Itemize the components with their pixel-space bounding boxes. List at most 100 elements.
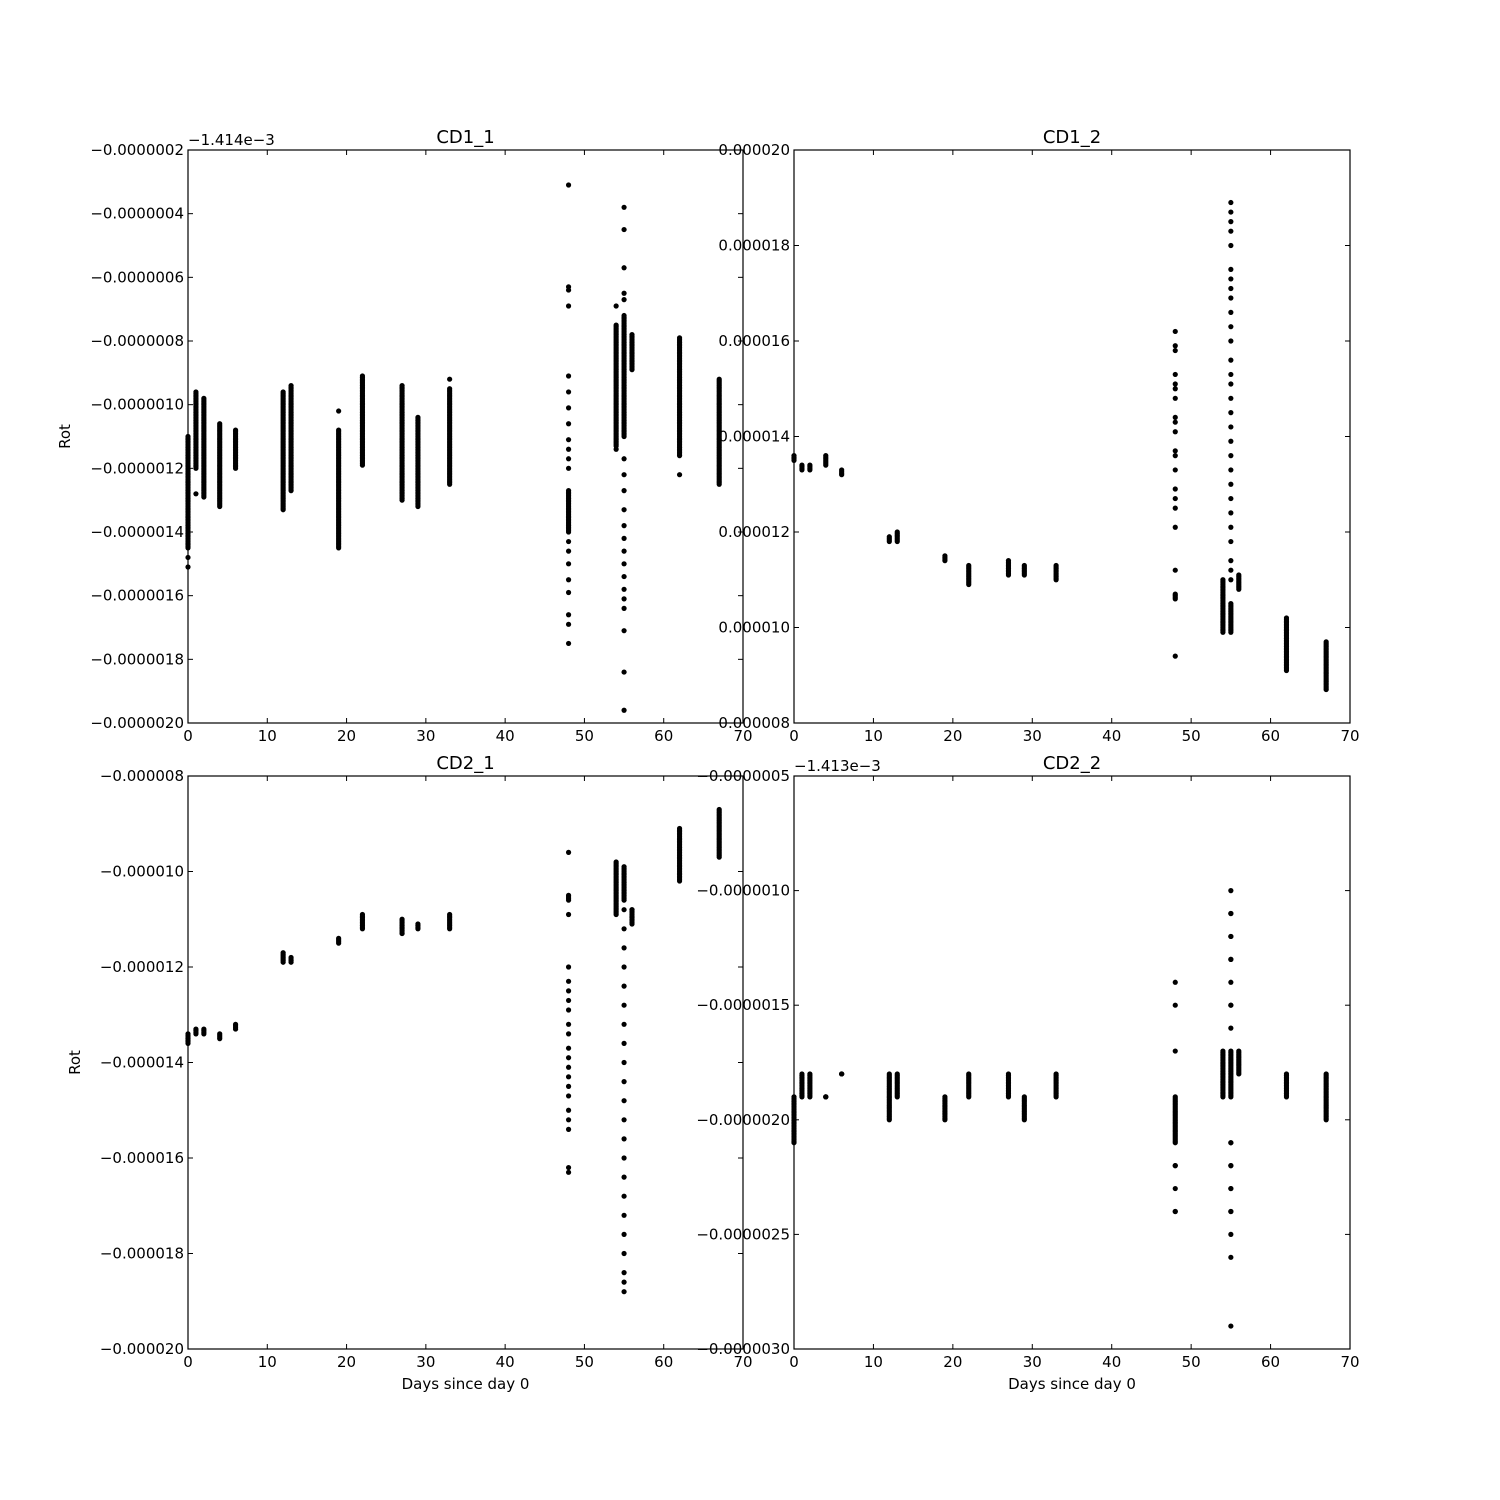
data-point (1172, 495, 1178, 502)
x-axis-label: Days since day 0 (402, 1375, 530, 1393)
data-point (621, 297, 627, 303)
data-point (288, 382, 294, 389)
data-point (1228, 933, 1234, 940)
y-tick-label: 0.000016 (718, 332, 790, 350)
data-point (1228, 1048, 1234, 1054)
data-point (1228, 481, 1234, 487)
x-tick-label: 60 (1261, 1353, 1280, 1371)
data-point (621, 1193, 627, 1199)
y-tick-label: −0.0000010 (90, 396, 184, 414)
data-point (565, 488, 572, 494)
data-point (621, 926, 627, 932)
data-point (359, 373, 366, 379)
x-tick-label: 70 (1340, 727, 1359, 745)
data-point (613, 322, 619, 328)
data-point (185, 1031, 191, 1037)
data-point (565, 1021, 572, 1027)
data-point (565, 1064, 572, 1070)
data-point (193, 491, 199, 497)
y-tick-label: −0.0000002 (90, 141, 184, 159)
data-point (1228, 324, 1234, 330)
y-tick-label: 0.000020 (718, 141, 790, 159)
x-tick-label: 70 (1340, 1353, 1359, 1371)
data-point (185, 554, 191, 561)
data-point (1228, 453, 1234, 459)
data-point (621, 226, 627, 233)
data-point (621, 707, 627, 713)
data-point (565, 538, 572, 545)
data-points (185, 182, 722, 713)
data-point (565, 621, 572, 627)
data-point (791, 1094, 797, 1100)
data-point (1172, 343, 1178, 349)
x-tick-label: 50 (575, 1353, 594, 1371)
data-point (336, 408, 342, 414)
x-tick-label: 20 (337, 727, 356, 745)
data-point (1172, 1208, 1178, 1215)
data-point (565, 405, 572, 411)
y-tick-label: −0.0000006 (90, 268, 184, 286)
y-tick-label: −0.0000030 (696, 1340, 790, 1358)
data-point (565, 1007, 572, 1013)
data-point (1283, 615, 1290, 621)
data-point (894, 529, 900, 535)
data-point (1172, 653, 1178, 659)
x-tick-label: 0 (183, 727, 193, 745)
data-point (823, 453, 829, 459)
data-point (565, 640, 572, 647)
y-tick-label: 0.000010 (718, 619, 790, 637)
data-point (1323, 1071, 1329, 1077)
data-point (966, 1071, 972, 1077)
data-point (201, 1026, 207, 1032)
data-point (565, 577, 572, 583)
data-point (621, 1155, 627, 1161)
data-point (1228, 410, 1234, 416)
data-point (565, 988, 572, 994)
data-point (1172, 467, 1178, 473)
data-point (565, 1083, 572, 1089)
x-tick-label: 0 (789, 1353, 799, 1371)
data-point (621, 1279, 627, 1285)
y-tick-label: −0.0000018 (90, 650, 184, 668)
data-point (565, 589, 572, 596)
x-tick-label: 10 (864, 1353, 883, 1371)
data-point (1172, 386, 1178, 392)
data-point (621, 456, 627, 462)
data-point (621, 1117, 627, 1123)
data-point (1228, 601, 1234, 607)
x-tick-label: 60 (654, 727, 673, 745)
data-point (336, 935, 342, 941)
data-point (565, 892, 572, 898)
data-points (791, 888, 1329, 1329)
data-point (839, 467, 845, 473)
panel-cd1-2: 0 10 20 30 40 50 60 700.0000080.0000100.0000120… (718, 127, 1359, 745)
data-point (1228, 1025, 1234, 1031)
data-point (565, 612, 572, 618)
data-point (621, 535, 627, 541)
data-point (1228, 309, 1234, 315)
y-tick-label: −0.000016 (100, 1149, 184, 1167)
data-point (621, 605, 627, 612)
data-point (1228, 381, 1234, 387)
data-point (629, 907, 635, 913)
x-tick-label: 70 (733, 727, 752, 745)
data-point (942, 553, 948, 559)
data-point (565, 456, 572, 462)
x-tick-label: 20 (943, 1353, 962, 1371)
data-point (1228, 1185, 1234, 1192)
data-point (621, 561, 627, 567)
data-point (823, 1094, 829, 1100)
data-point (621, 548, 627, 554)
x-tick-label: 40 (496, 727, 515, 745)
data-point (359, 911, 366, 918)
data-point (1228, 1323, 1234, 1329)
data-point (565, 287, 572, 293)
data-point (1172, 505, 1178, 511)
y-axis-label: Rot (56, 424, 74, 449)
data-point (621, 1231, 627, 1237)
panel-cd2-1: 0 10 20 30 40 50 60 70 −0.000020 −0.000018 −0.0000… (66, 753, 753, 1393)
data-point (1228, 242, 1234, 249)
plot-frame (793, 149, 1351, 724)
y-tick-label: 0.000014 (718, 428, 790, 446)
data-point (280, 950, 286, 956)
